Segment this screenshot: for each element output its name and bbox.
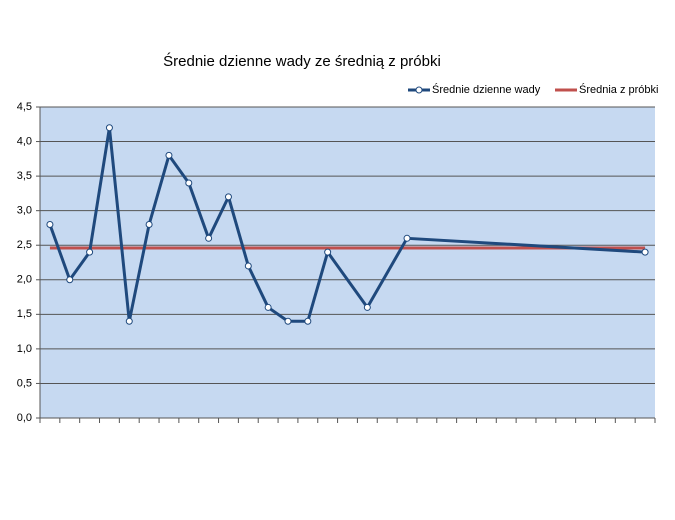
y-tick-label: 0,5 xyxy=(17,377,32,389)
point-marker xyxy=(165,151,173,159)
point-marker xyxy=(244,262,252,270)
point-marker xyxy=(641,248,649,256)
point-marker xyxy=(185,179,193,187)
y-tick-label: 3,0 xyxy=(17,205,32,217)
point-marker xyxy=(264,303,272,311)
legend-label: Średnia z próbki xyxy=(579,83,659,96)
point-marker xyxy=(324,248,332,256)
y-tick-label: 2,0 xyxy=(17,274,32,286)
y-tick-label: 4,0 xyxy=(17,135,32,147)
point-marker xyxy=(105,124,113,132)
point-marker xyxy=(304,317,312,325)
y-tick-label: 4,5 xyxy=(17,101,32,113)
y-tick-label: 3,5 xyxy=(17,170,32,182)
point-marker xyxy=(66,276,74,284)
y-tick-label: 1,0 xyxy=(17,343,32,355)
point-marker xyxy=(86,248,94,256)
point-marker xyxy=(205,234,213,242)
y-tick-label: 0,0 xyxy=(17,412,32,424)
series-line xyxy=(48,126,646,323)
y-tick-label: 1,5 xyxy=(17,308,32,320)
legend-label: Średnie dzienne wady xyxy=(432,83,541,96)
chart-title: Średnie dzienne wady ze średnią z próbki xyxy=(163,52,441,70)
plot-area xyxy=(40,107,655,418)
point-marker xyxy=(125,317,133,325)
point-marker xyxy=(145,220,153,228)
point-marker xyxy=(284,317,292,325)
point-marker xyxy=(403,234,411,242)
legend-marker xyxy=(415,86,423,94)
y-tick-label: 2,5 xyxy=(17,239,32,251)
point-marker xyxy=(46,220,54,228)
point-marker xyxy=(224,193,232,201)
point-marker xyxy=(363,303,371,311)
